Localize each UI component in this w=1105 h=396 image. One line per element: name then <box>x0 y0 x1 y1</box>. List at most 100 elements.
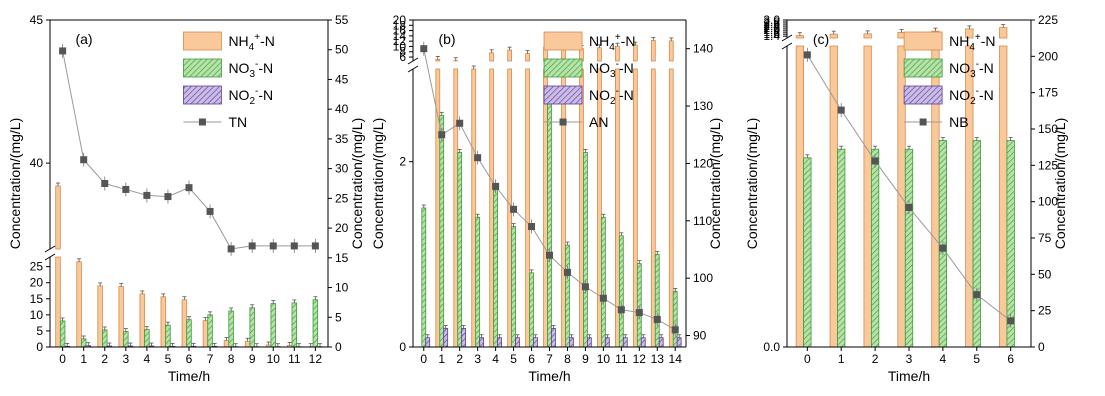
x-tick-label: 5 <box>165 352 172 366</box>
data-point <box>871 157 879 165</box>
y-right-tick-label: 130 <box>693 99 713 113</box>
x-axis-label: Time/h <box>888 368 930 384</box>
x-tick-label: 3 <box>906 352 913 366</box>
y-right-tick-label: 175 <box>1038 86 1058 100</box>
bar-segment <box>160 296 167 348</box>
bar-segment <box>999 27 1008 39</box>
bar-segment <box>461 328 467 348</box>
bar-segment <box>312 299 319 348</box>
bar-no3 <box>123 328 129 348</box>
y-right-tick-label: 120 <box>693 156 713 170</box>
bar-nh4 <box>181 296 188 348</box>
y-right-tick-label: 25 <box>1038 304 1052 318</box>
bar-segment <box>672 290 678 348</box>
data-point <box>563 268 571 276</box>
y-right-tick-label: 140 <box>693 42 713 56</box>
bar-no2 <box>461 325 467 348</box>
x-tick-label: 7 <box>207 352 214 366</box>
x-tick-label: 1 <box>438 352 445 366</box>
bar-segment <box>475 216 481 348</box>
bar-no2 <box>622 334 628 348</box>
x-tick-label: 1 <box>80 352 87 366</box>
y-tick-label: 0 <box>36 340 43 354</box>
bar-segment <box>479 337 484 348</box>
bar-no3 <box>547 93 552 348</box>
data-point <box>581 283 589 291</box>
y-right-tick-label: 45 <box>335 72 349 86</box>
bar-segment <box>76 261 82 348</box>
x-tick-label: 2 <box>101 352 108 366</box>
legend-label-no3: NO3--N <box>589 59 634 80</box>
bar-nh4 <box>223 337 230 348</box>
bar-no2 <box>569 334 574 348</box>
y-right-tick-label: 100 <box>1038 195 1058 209</box>
bar-segment <box>579 68 584 348</box>
legend-label-nh4: NH4+-N <box>228 32 274 53</box>
bar-no2 <box>169 342 176 348</box>
data-point <box>269 242 277 250</box>
bar-segment <box>118 286 124 348</box>
x-tick-label: 3 <box>474 352 481 366</box>
bar-segment <box>435 59 441 62</box>
y-right-tick-label: 75 <box>1038 231 1052 245</box>
bar-segment <box>55 185 61 250</box>
bar-segment <box>270 303 276 348</box>
data-point <box>617 306 625 314</box>
bar-no2 <box>640 334 646 348</box>
bar-segment <box>863 45 872 348</box>
bar-nh4 <box>202 317 209 348</box>
legend-label-no2: NO2--N <box>228 86 273 107</box>
bar-segment <box>55 256 61 348</box>
data-point <box>474 154 482 162</box>
data-point <box>227 245 235 253</box>
bar-segment <box>636 263 642 348</box>
y-tick-label: 15 <box>30 292 44 306</box>
y-tick-label: 2.8 <box>763 15 780 29</box>
x-tick-label: 4 <box>940 352 947 366</box>
bar-no2 <box>127 342 134 348</box>
legend: NH4+-N NO3--N NO2--N TN <box>183 31 275 130</box>
bar-segment <box>291 302 298 348</box>
bar-no2 <box>106 342 113 348</box>
bar-segment <box>565 244 570 348</box>
legend-swatch-no3 <box>543 58 583 78</box>
y-tick-label: 2.2 <box>763 21 780 35</box>
bar-segment <box>543 68 548 348</box>
bar-no3 <box>475 213 481 348</box>
y-tick-label: 6 <box>399 50 406 64</box>
bar-segment <box>795 45 805 348</box>
bar-segment <box>863 33 872 39</box>
bar-segment <box>443 328 449 348</box>
x-tick-label: 9 <box>249 352 256 366</box>
legend-label-line: TN <box>228 114 247 130</box>
data-point <box>837 106 845 114</box>
panel-label: (a) <box>75 31 92 47</box>
x-tick-label: 12 <box>309 352 323 366</box>
data-point <box>803 51 811 59</box>
data-point <box>635 309 643 317</box>
y-right-tick-label: 110 <box>693 214 712 228</box>
x-tick-label: 11 <box>615 352 628 366</box>
y-right-tick-label: 50 <box>335 43 349 57</box>
bar-no2 <box>497 334 502 348</box>
bar-no3 <box>601 213 606 348</box>
bar-no3 <box>870 145 880 348</box>
bar-segment <box>80 338 87 348</box>
bar-no3 <box>270 300 276 348</box>
bar-nh4 <box>435 56 441 348</box>
data-point <box>510 205 518 213</box>
data-point <box>311 242 319 250</box>
bar-segment <box>421 207 427 348</box>
y-right-tick-label: 40 <box>335 102 349 116</box>
y-axis-label-left: Concentration/(mg/L) <box>370 118 386 250</box>
bar-segment <box>561 68 566 348</box>
data-point <box>248 242 256 250</box>
data-point <box>546 251 553 259</box>
bar-no3 <box>529 269 534 348</box>
legend-swatch-no2 <box>903 85 943 105</box>
bar-segment <box>676 337 682 348</box>
bar-segment <box>497 337 502 348</box>
y-right-tick-label: 55 <box>335 13 349 27</box>
legend-label-line: AN <box>589 114 608 130</box>
legend-label-no2: NO2--N <box>589 86 634 107</box>
